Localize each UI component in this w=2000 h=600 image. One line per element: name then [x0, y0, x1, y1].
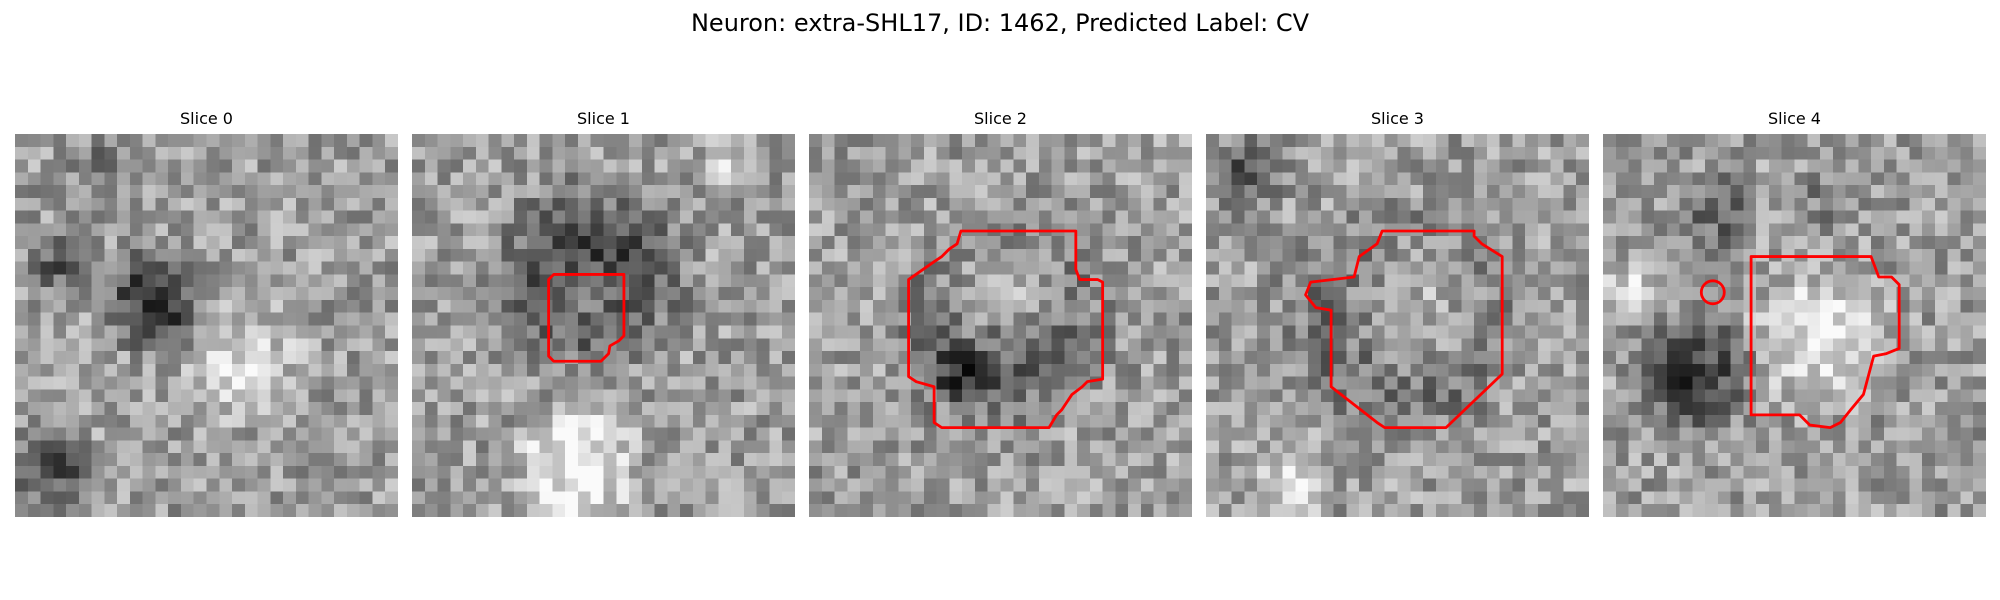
pixel-layer: [1603, 134, 1986, 517]
slice-panel-4: Slice 4: [1603, 108, 1986, 518]
slice-panel-3: Slice 3: [1206, 108, 1589, 518]
segmentation-contour: [547, 273, 626, 363]
slice-title-0: Slice 0: [180, 109, 233, 128]
pixel-layer: [412, 134, 795, 517]
pixel-layer: [15, 134, 398, 517]
segmentation-contour: [1699, 279, 1726, 306]
slice-panel-0: Slice 0: [15, 108, 398, 518]
figure-title: Neuron: extra-SHL17, ID: 1462, Predicted…: [690, 9, 1310, 37]
slice-panel-1: Slice 1: [412, 108, 795, 518]
slice-image-0: [15, 134, 398, 517]
slice-title-1: Slice 1: [577, 109, 630, 128]
pixel-layer: [809, 134, 1192, 517]
slice-title-4: Slice 4: [1768, 109, 1821, 128]
slice-image-4: [1603, 134, 1986, 517]
segmentation-contour: [1749, 255, 1901, 430]
slice-panel-2: Slice 2: [809, 108, 1192, 518]
slice-title-2: Slice 2: [974, 109, 1027, 128]
slice-image-1: [412, 134, 795, 517]
segmentation-contour: [1304, 229, 1504, 430]
pixel-layer: [1206, 134, 1589, 517]
slice-image-2: [809, 134, 1192, 517]
slice-image-3: [1206, 134, 1589, 517]
segmentation-contour: [907, 229, 1105, 430]
slice-title-3: Slice 3: [1371, 109, 1424, 128]
